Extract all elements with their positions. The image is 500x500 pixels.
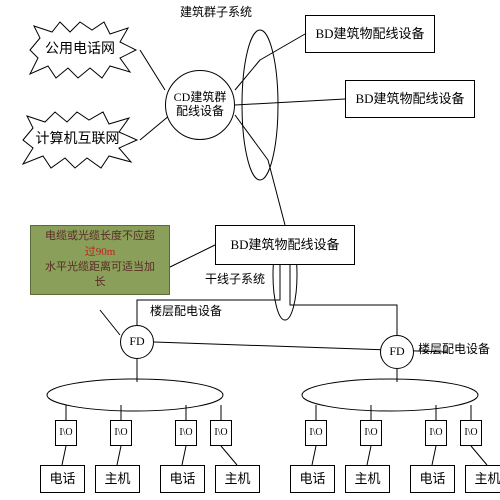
node-label: BD建筑物配线设备 bbox=[230, 237, 339, 253]
node-io: I\O bbox=[110, 420, 132, 446]
node-terminal-host: 主机 bbox=[95, 465, 140, 493]
node-bd-right: BD建筑物配线设备 bbox=[345, 80, 475, 118]
node-io: I\O bbox=[175, 420, 197, 446]
node-label: I\O bbox=[179, 427, 192, 439]
node-terminal-phone: 电话 bbox=[160, 465, 205, 493]
note-cable-length: 电缆或光缆长度不应超 过90m 水平光缆距离可适当加 长 bbox=[30, 225, 170, 295]
node-terminal-phone: 电话 bbox=[290, 465, 335, 493]
node-label: 主机 bbox=[224, 471, 250, 487]
node-io: I\O bbox=[425, 420, 447, 446]
node-terminal-host: 主机 bbox=[465, 465, 500, 493]
node-io: I\O bbox=[210, 420, 232, 446]
node-public-telephone-network: 公用电话网 bbox=[20, 20, 140, 80]
node-label: 主机 bbox=[474, 471, 500, 487]
node-terminal-phone: 电话 bbox=[410, 465, 455, 493]
node-label: CD建筑群配线设备 bbox=[168, 91, 232, 119]
note-line-red: 过90m bbox=[85, 246, 116, 258]
node-fd-left: FD bbox=[120, 325, 154, 359]
node-label: 电话 bbox=[419, 471, 445, 487]
node-io: I\O bbox=[360, 420, 382, 446]
node-label: 计算机互联网 bbox=[36, 132, 120, 149]
node-io: I\O bbox=[305, 420, 327, 446]
node-label: I\O bbox=[364, 427, 377, 439]
node-label: 电话 bbox=[299, 471, 325, 487]
node-terminal-host: 主机 bbox=[345, 465, 390, 493]
node-cd-campus-distributor: CD建筑群配线设备 bbox=[165, 70, 235, 140]
node-label: FD bbox=[389, 345, 404, 359]
label-floor-distribution-right: 楼层配电设备 bbox=[418, 340, 490, 357]
node-label: I\O bbox=[429, 427, 442, 439]
node-terminal-host: 主机 bbox=[215, 465, 260, 493]
node-terminal-phone: 电话 bbox=[40, 465, 85, 493]
node-io: I\O bbox=[55, 420, 77, 446]
node-label: I\O bbox=[214, 427, 227, 439]
node-label: I\O bbox=[114, 427, 127, 439]
node-label: I\O bbox=[309, 427, 322, 439]
node-label: I\O bbox=[464, 427, 477, 439]
node-bd-top: BD建筑物配线设备 bbox=[305, 15, 435, 53]
note-line: 电缆或光缆长度不应超 bbox=[45, 230, 155, 242]
node-label: FD bbox=[129, 335, 144, 349]
node-fd-right: FD bbox=[380, 335, 414, 369]
node-label: 公用电话网 bbox=[45, 42, 115, 59]
node-label: 主机 bbox=[354, 471, 380, 487]
node-bd-middle: BD建筑物配线设备 bbox=[215, 225, 355, 265]
note-line: 水平光缆距离可适当加 bbox=[45, 261, 155, 273]
label-riser-subsystem: 干线子系统 bbox=[205, 270, 265, 287]
node-label: I\O bbox=[59, 427, 72, 439]
label-campus-subsystem: 建筑群子系统 bbox=[180, 3, 252, 20]
node-label: 电话 bbox=[49, 471, 75, 487]
node-label: 电话 bbox=[169, 471, 195, 487]
node-label: BD建筑物配线设备 bbox=[315, 26, 424, 42]
node-label: 主机 bbox=[104, 471, 130, 487]
node-internet: 计算机互联网 bbox=[15, 110, 140, 170]
node-io: I\O bbox=[460, 420, 482, 446]
node-label: BD建筑物配线设备 bbox=[355, 91, 464, 107]
note-line: 长 bbox=[95, 276, 106, 288]
label-floor-distribution-left: 楼层配电设备 bbox=[150, 302, 222, 319]
